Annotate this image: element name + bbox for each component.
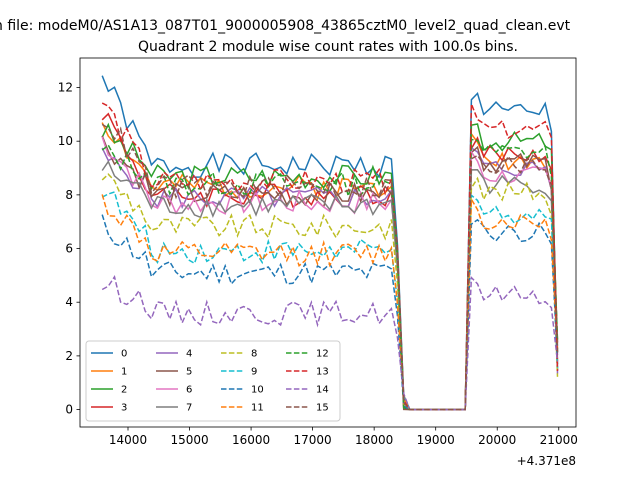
legend-label-14: 14 xyxy=(316,385,329,396)
legend-label-6: 6 xyxy=(186,385,192,396)
x-tick-label: 21000 xyxy=(540,433,578,447)
series-line-13 xyxy=(101,102,559,411)
y-tick-label: 8 xyxy=(65,188,73,202)
x-tick-label: 19000 xyxy=(417,433,455,447)
legend-label-10: 10 xyxy=(251,385,264,396)
series-line-9 xyxy=(101,191,559,411)
y-tick-label: 2 xyxy=(65,349,73,363)
series-line-8 xyxy=(101,173,559,411)
series-line-0 xyxy=(101,75,559,411)
legend-label-3: 3 xyxy=(121,403,127,414)
x-tick-label: 17000 xyxy=(294,433,332,447)
legend-label-15: 15 xyxy=(316,403,329,414)
series-line-15 xyxy=(101,123,559,411)
x-tick-label: 16000 xyxy=(232,433,270,447)
legend-label-5: 5 xyxy=(186,367,192,378)
y-tick-label: 10 xyxy=(58,134,73,148)
legend-label-11: 11 xyxy=(251,403,264,414)
legend-label-9: 9 xyxy=(251,367,257,378)
legend-box xyxy=(85,340,341,422)
series-line-5 xyxy=(101,135,559,411)
x-offset-label: +4.371e8 xyxy=(517,454,576,468)
axes-layer: 14000 15000 16000 17000 18000 19000 20000 21000… xyxy=(58,57,578,447)
series-line-7 xyxy=(101,160,559,411)
series-line-6 xyxy=(101,136,559,411)
legend-label-13: 13 xyxy=(316,367,329,378)
legend-label-1: 1 xyxy=(121,367,127,378)
series-line-2 xyxy=(101,122,559,411)
series-line-12 xyxy=(101,138,559,411)
legend-label-2: 2 xyxy=(121,385,127,396)
y-tick-label: 12 xyxy=(58,81,73,95)
series-layer xyxy=(101,75,559,411)
x-tick-label: 18000 xyxy=(355,433,393,447)
legend-label-8: 8 xyxy=(251,349,257,360)
y-tick-label: 4 xyxy=(65,295,73,309)
y-tick-label: 0 xyxy=(65,403,73,417)
series-line-11 xyxy=(101,194,559,411)
x-tick-label: 20000 xyxy=(478,433,516,447)
series-line-14 xyxy=(101,274,559,411)
legend-label-7: 7 xyxy=(186,403,192,414)
legend-label-4: 4 xyxy=(186,349,192,360)
chart-title: Quadrant 2 module wise count rates with … xyxy=(138,39,518,55)
axes-frame xyxy=(79,57,577,428)
x-tick-label: 14000 xyxy=(109,433,147,447)
legend-label-12: 12 xyxy=(316,349,329,360)
y-tick-label: 6 xyxy=(65,242,73,256)
suptitle: n file: modeM0/AS1A13_087T01_9000005908_… xyxy=(0,18,571,34)
x-tick-label: 15000 xyxy=(170,433,208,447)
legend-label-0: 0 xyxy=(121,349,127,360)
